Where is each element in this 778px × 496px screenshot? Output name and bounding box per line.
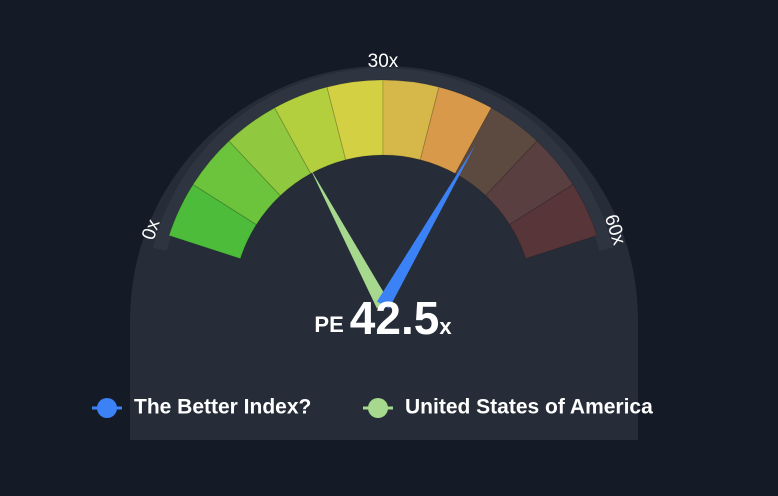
gauge-band <box>228 107 312 197</box>
needle <box>309 167 390 309</box>
metric-label: PE <box>314 312 343 337</box>
unit-label: x <box>439 314 452 339</box>
legend-marker <box>97 398 117 418</box>
value-label: PE 42.5x <box>314 292 452 344</box>
tick-label: 30x <box>368 51 399 72</box>
legend-marker <box>368 398 388 418</box>
legend-label: The Better Index? <box>134 396 311 419</box>
legend-label: United States of America <box>405 396 653 419</box>
gauge-band <box>382 79 440 161</box>
value-number: 42.5 <box>350 292 440 344</box>
needle <box>376 144 476 309</box>
gauge-band <box>168 183 258 260</box>
gauge-band <box>192 140 282 226</box>
gauge-band <box>508 183 598 260</box>
